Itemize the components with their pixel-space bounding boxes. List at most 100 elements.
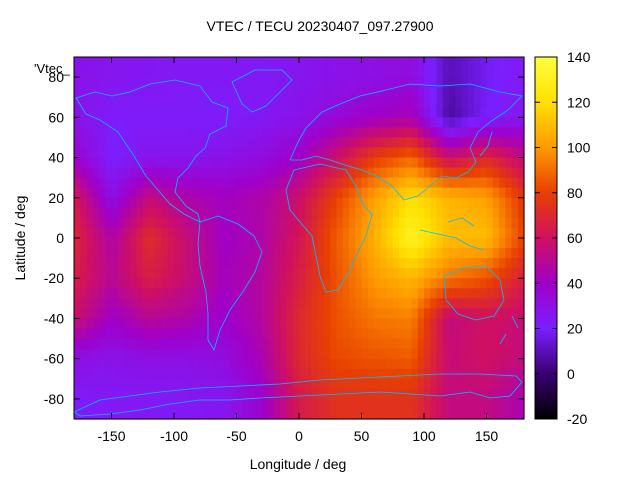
heatmap-cell [124, 298, 131, 309]
heatmap-cell [324, 227, 331, 239]
heatmap-cell [505, 217, 513, 229]
heatmap-cell [436, 328, 444, 340]
heatmap-cell [117, 298, 125, 309]
heatmap-cell [499, 67, 506, 78]
heatmap-cell [274, 127, 281, 139]
heatmap-cell [130, 67, 138, 78]
heatmap-cell [299, 217, 306, 229]
heatmap-cell [180, 348, 188, 360]
heatmap-cell [124, 217, 131, 229]
heatmap-cell [374, 238, 381, 249]
heatmap-cell [192, 197, 200, 209]
heatmap-cell [149, 117, 156, 128]
heatmap-cell [217, 77, 225, 88]
heatmap-cell [342, 338, 350, 350]
heatmap-cell [311, 137, 319, 149]
heatmap-cell [286, 137, 294, 149]
heatmap-cell [480, 137, 488, 149]
chart-title: VTEC / TECU 20230407_097.27900 [206, 18, 434, 34]
heatmap-cell [92, 398, 100, 410]
heatmap-cell [511, 127, 519, 139]
heatmap-cell [405, 348, 413, 360]
heatmap-cell [136, 408, 144, 420]
heatmap-cell [80, 398, 88, 410]
heatmap-cells [74, 57, 525, 420]
heatmap-cell [349, 388, 356, 400]
heatmap-cell [86, 308, 94, 320]
heatmap-cell [180, 308, 188, 320]
heatmap-cell [230, 197, 238, 209]
heatmap-cell [299, 107, 306, 118]
heatmap-cell [342, 157, 350, 169]
heatmap-cell [499, 97, 506, 108]
heatmap-cell [161, 177, 169, 189]
heatmap-cell [417, 97, 425, 108]
heatmap-cell [149, 107, 156, 118]
heatmap-cell [336, 378, 344, 390]
heatmap-cell [380, 97, 388, 108]
heatmap-cell [130, 308, 138, 320]
heatmap-cell [336, 248, 344, 259]
heatmap-cell [417, 137, 425, 149]
heatmap-cell [199, 127, 206, 139]
heatmap-cell [492, 348, 500, 360]
heatmap-cell [174, 187, 181, 199]
heatmap-cell [286, 378, 294, 390]
heatmap-cell [124, 288, 131, 299]
heatmap-cell [449, 187, 456, 199]
heatmap-cell [392, 358, 400, 370]
heatmap-cell [480, 278, 488, 289]
heatmap-cell [117, 127, 125, 139]
heatmap-cell [349, 328, 356, 340]
heatmap-cell [367, 388, 375, 400]
heatmap-cell [392, 378, 400, 390]
heatmap-cell [374, 358, 381, 370]
heatmap-cell [161, 147, 169, 159]
heatmap-cell [349, 87, 356, 98]
y-tick-label: 20 [48, 190, 64, 206]
y-tick-label: 40 [48, 150, 64, 166]
heatmap-cell [455, 318, 463, 330]
heatmap-cell [130, 227, 138, 239]
heatmap-cell [392, 197, 400, 209]
heatmap-cell [186, 248, 194, 259]
heatmap-cell [199, 207, 206, 219]
heatmap-cell [342, 408, 350, 420]
heatmap-cell [105, 318, 113, 330]
heatmap-cell [374, 177, 381, 189]
heatmap-cell [330, 197, 338, 209]
heatmap-cell [136, 77, 144, 88]
heatmap-cell [324, 358, 331, 370]
heatmap-cell [217, 258, 225, 269]
heatmap-cell [424, 318, 431, 330]
heatmap-cell [324, 388, 331, 400]
heatmap-cell [442, 378, 450, 390]
heatmap-cell [236, 177, 244, 189]
heatmap-cell [274, 177, 281, 189]
heatmap-cell [280, 328, 288, 340]
heatmap-cell [249, 348, 256, 360]
heatmap-cell [99, 348, 106, 360]
heatmap-cell [180, 207, 188, 219]
heatmap-cell [374, 147, 381, 159]
heatmap-cell [192, 117, 200, 128]
heatmap-cell [361, 268, 369, 279]
heatmap-cell [174, 177, 181, 189]
heatmap-cell [117, 177, 125, 189]
heatmap-cell [424, 127, 431, 139]
heatmap-cell [192, 288, 200, 299]
heatmap-cell [267, 207, 275, 219]
heatmap-cell [255, 157, 263, 169]
heatmap-cell [324, 107, 331, 118]
heatmap-cell [311, 197, 319, 209]
heatmap-cell [486, 217, 494, 229]
heatmap-cell [505, 147, 513, 159]
heatmap-cell [399, 378, 406, 390]
heatmap-cell [192, 298, 200, 309]
heatmap-cell [486, 107, 494, 118]
heatmap-cell [92, 187, 100, 199]
heatmap-cell [317, 308, 325, 320]
heatmap-cell [449, 278, 456, 289]
heatmap-cell [167, 227, 175, 239]
heatmap-cell [499, 328, 506, 340]
